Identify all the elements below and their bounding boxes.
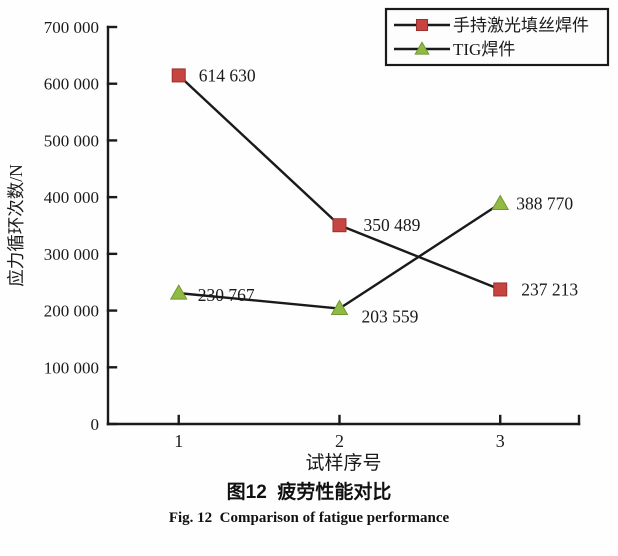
y-tick-label: 600 000 <box>44 75 99 94</box>
data-point-marker <box>169 284 188 300</box>
data-point-label: 237 213 <box>521 279 578 299</box>
data-point-label: 350 489 <box>363 215 420 235</box>
y-axis-title: 应力循环次数/N <box>6 164 26 287</box>
data-point-marker <box>330 299 349 316</box>
data-point-label: 203 559 <box>361 307 418 327</box>
figure-captions: 图12 疲劳性能对比 Fig. 12 Comparison of fatigue… <box>0 480 618 530</box>
x-tick-label: 3 <box>496 431 505 451</box>
figure-caption-zh: 图12 疲劳性能对比 <box>226 482 392 503</box>
legend-label: TIG焊件 <box>453 40 515 59</box>
y-tick-label: 0 <box>91 415 100 434</box>
legend-marker <box>414 41 430 55</box>
x-axis-title: 试样序号 <box>305 452 381 474</box>
figure-caption-en: Fig. 12 Comparison of fatigue performanc… <box>168 510 450 526</box>
data-point-marker <box>493 282 508 297</box>
legend-label: 手持激光填丝焊件 <box>453 16 589 35</box>
y-tick-label: 500 000 <box>44 131 99 150</box>
series-line-0 <box>177 74 501 291</box>
x-tick-label: 1 <box>174 431 183 451</box>
data-point-label: 230 767 <box>198 285 255 305</box>
y-tick-label: 700 000 <box>44 18 99 37</box>
data-point-marker <box>171 68 186 83</box>
y-tick-label: 200 000 <box>44 302 99 321</box>
data-point-label: 388 770 <box>516 194 573 214</box>
fatigue-line-chart: 0 100 000 200 000 300 000 400 000 500 000 600 … <box>6 7 610 474</box>
y-tick-label: 400 000 <box>44 188 99 207</box>
y-tick-label: 100 000 <box>44 358 99 377</box>
data-point-marker <box>332 218 347 233</box>
legend-marker <box>415 18 429 32</box>
legend-box <box>384 7 610 67</box>
data-point-marker <box>491 194 510 211</box>
data-point-label: 614 630 <box>199 65 256 85</box>
y-tick-label: 300 000 <box>44 245 99 264</box>
x-tick-label: 2 <box>335 431 344 451</box>
